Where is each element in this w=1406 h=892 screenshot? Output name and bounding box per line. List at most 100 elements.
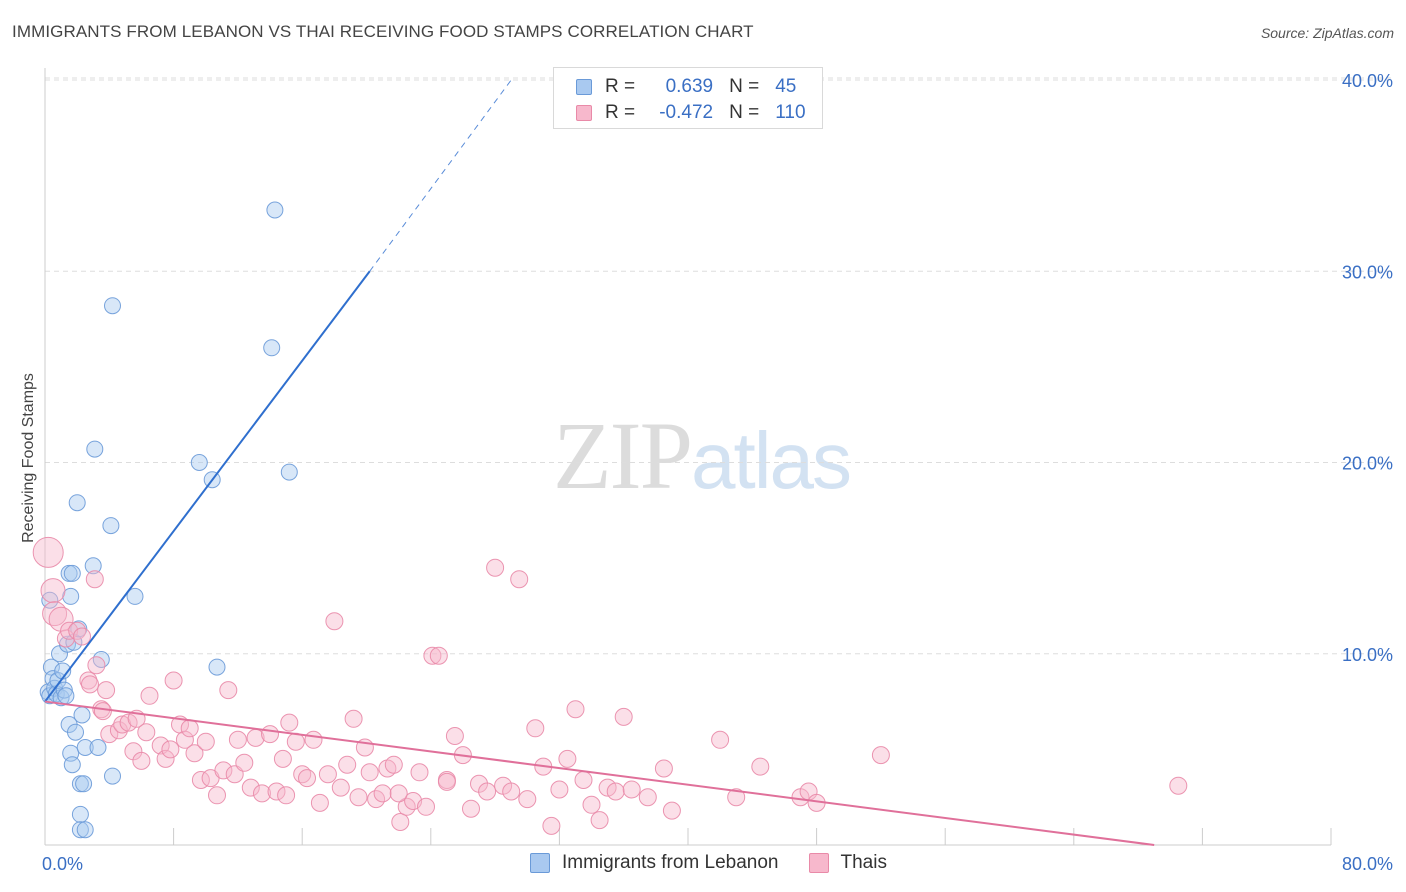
- data-points: [32, 201, 1188, 839]
- point-thais: [410, 763, 429, 782]
- point-thais: [711, 730, 730, 749]
- point-thais: [871, 746, 890, 765]
- point-thais: [590, 811, 609, 830]
- point-thais: [542, 816, 561, 835]
- point-thais: [151, 736, 170, 755]
- point-thais: [140, 686, 159, 705]
- point-thais: [73, 627, 91, 646]
- legend-n-value: 45: [775, 76, 797, 97]
- point-thais: [175, 730, 194, 749]
- point-thais: [100, 725, 119, 744]
- legend-r-label: R =: [605, 102, 636, 123]
- point-thais: [373, 784, 392, 803]
- point-lebanon: [266, 201, 284, 219]
- point-lebanon: [71, 821, 89, 839]
- point-thais: [32, 536, 64, 568]
- legend-r-value: -0.472: [659, 102, 714, 123]
- point-lebanon: [263, 339, 281, 357]
- point-thais: [85, 570, 104, 589]
- legend-label-thais: Thais: [840, 852, 887, 873]
- legend-item-lebanon[interactable]: Immigrants from Lebanon: [530, 852, 779, 874]
- trend-line-thais: [44, 700, 1155, 846]
- grid-lines: [45, 77, 1391, 655]
- point-thais: [280, 713, 299, 732]
- chart-title: IMMIGRANTS FROM LEBANON VS THAI RECEIVIN…: [12, 22, 754, 41]
- point-thais: [81, 675, 99, 694]
- point-thais: [1169, 776, 1188, 795]
- point-thais: [638, 788, 657, 807]
- y-tick-label: 30.0%: [1342, 262, 1393, 282]
- point-thais: [277, 786, 296, 805]
- trend-lines: [44, 79, 1155, 846]
- point-thais: [437, 772, 456, 791]
- point-lebanon: [126, 587, 144, 605]
- point-lebanon: [76, 821, 94, 839]
- point-thais: [164, 671, 183, 690]
- source-label: Source: ZipAtlas.com: [1260, 25, 1394, 41]
- point-thais: [68, 621, 87, 640]
- point-thais: [87, 656, 106, 675]
- point-thais: [273, 749, 292, 768]
- legend-row-thais: R = -0.472 N = 110: [576, 101, 806, 125]
- legend-r-label: R =: [605, 76, 636, 97]
- point-lebanon: [89, 739, 107, 756]
- y-tick-label: 10.0%: [1342, 645, 1393, 665]
- point-thais: [97, 681, 116, 700]
- point-lebanon: [63, 756, 81, 774]
- point-lebanon: [104, 297, 121, 315]
- point-thais: [40, 578, 66, 604]
- point-thais: [518, 790, 537, 809]
- point-thais: [526, 719, 545, 738]
- point-thais: [253, 784, 271, 803]
- point-thais: [502, 782, 521, 801]
- point-lebanon: [55, 681, 73, 699]
- point-thais: [417, 797, 435, 816]
- tick-labels: 10.0% 20.0% 30.0% 40.0% 0.0% 80.0%: [42, 71, 1393, 874]
- point-thais: [325, 612, 344, 631]
- y-tick-label: 40.0%: [1342, 71, 1393, 91]
- point-thais: [196, 732, 215, 751]
- point-thais: [574, 771, 593, 789]
- point-thais: [261, 725, 279, 744]
- legend-swatch-lebanon: [530, 853, 550, 873]
- point-lebanon: [102, 517, 120, 535]
- point-thais: [566, 700, 585, 719]
- point-thais: [429, 646, 448, 665]
- legend-swatch-lebanon: [576, 79, 592, 95]
- legend-label-lebanon: Immigrants from Lebanon: [562, 852, 779, 873]
- point-thais: [622, 780, 641, 799]
- point-thais: [241, 778, 260, 797]
- point-lebanon: [92, 651, 110, 668]
- legend-n-label: N =: [729, 102, 760, 123]
- x-tick-label: 80.0%: [1342, 854, 1393, 874]
- x-tick-label: 0.0%: [42, 854, 83, 874]
- point-thais: [109, 721, 128, 740]
- point-thais: [510, 570, 529, 589]
- point-thais: [344, 709, 363, 728]
- point-thais: [654, 759, 673, 778]
- point-lebanon: [75, 775, 93, 793]
- point-thais: [235, 753, 254, 772]
- watermark-zip: ZIP: [553, 402, 693, 509]
- point-thais: [558, 749, 577, 768]
- point-thais: [310, 793, 329, 812]
- legend-item-thais[interactable]: Thais: [808, 852, 887, 874]
- point-thais: [228, 730, 247, 749]
- point-thais: [360, 763, 379, 782]
- point-lebanon: [208, 658, 226, 676]
- stats-legend: R = 0.639 N = 45 R = -0.472 N = 110: [553, 67, 823, 129]
- point-thais: [389, 784, 408, 803]
- point-thais: [478, 782, 497, 801]
- point-lebanon: [49, 672, 67, 689]
- trend-line-lebanon-extension: [369, 79, 512, 272]
- point-lebanon: [62, 587, 80, 605]
- point-lebanon: [68, 494, 86, 512]
- point-lebanon: [76, 739, 94, 756]
- point-thais: [331, 778, 350, 797]
- point-thais: [298, 769, 316, 788]
- legend-r-value: 0.639: [665, 76, 714, 97]
- point-lebanon: [63, 564, 81, 582]
- point-thais: [161, 740, 180, 759]
- point-thais: [267, 782, 286, 801]
- point-lebanon: [73, 706, 91, 724]
